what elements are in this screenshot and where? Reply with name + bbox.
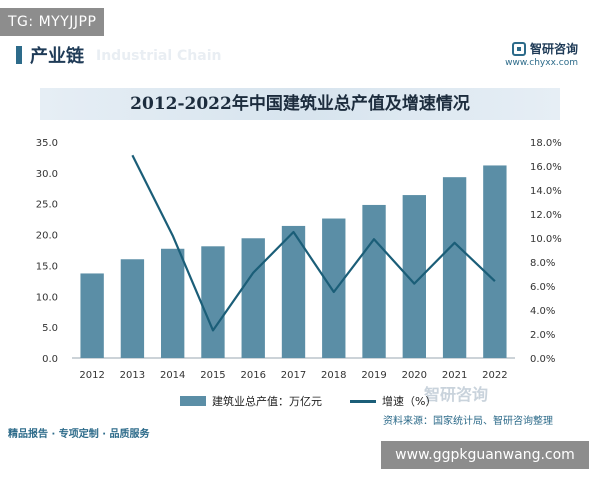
bar-2021 — [442, 177, 467, 358]
x-tick-label: 2021 — [442, 370, 467, 381]
bar-2022 — [483, 165, 507, 358]
section-bar — [16, 46, 22, 64]
bar-2014 — [161, 248, 185, 358]
y-left-tick-label: 20.0 — [36, 231, 58, 242]
x-tick-label: 2012 — [79, 370, 104, 381]
y-left-tick-label: 5.0 — [42, 323, 58, 334]
legend-line-label: 增速（%） — [382, 395, 437, 408]
growth-rate-line — [131, 154, 496, 332]
bar-2019 — [362, 204, 386, 358]
legend-bar-swatch — [180, 396, 206, 406]
y-right-tick-label: 6.0% — [530, 282, 555, 293]
x-tick-label: 2013 — [120, 370, 145, 381]
bar-2018 — [322, 218, 346, 358]
legend-line-swatch — [350, 399, 376, 403]
y-right-tick-label: 8.0% — [530, 258, 555, 269]
bar-2013 — [120, 259, 145, 358]
y-right-tick-label: 14.0% — [530, 186, 562, 197]
section-title: 产业链 — [30, 46, 84, 67]
brand-mark-icon — [511, 41, 526, 56]
legend: 建筑业总产值：万亿元 增速（%） — [180, 393, 436, 409]
y-left-tick-label: 0.0 — [42, 354, 58, 365]
section-watermark: Industrial Chain — [96, 48, 222, 64]
bar-2020 — [402, 195, 426, 358]
x-tick-label: 2015 — [200, 370, 225, 381]
x-tick-label: 2019 — [361, 370, 386, 381]
y-left-tick-label: 10.0 — [36, 292, 58, 303]
bar-2016 — [241, 238, 265, 358]
brand-url: www.chyxx.com — [505, 58, 578, 68]
footer-tagline: 精品报告 · 专项定制 · 品质服务 — [8, 429, 150, 440]
y-right-tick-label: 4.0% — [530, 306, 555, 317]
x-tick-label: 2017 — [281, 370, 306, 381]
x-tick-label: 2018 — [321, 370, 346, 381]
legend-bar-label: 建筑业总产值：万亿元 — [212, 395, 322, 408]
y-right-tick-label: 0.0% — [530, 354, 555, 365]
chart-title: 2012-2022年中国建筑业总产值及增速情况 — [130, 94, 470, 114]
brand-watermark: 智研咨询 — [424, 385, 489, 404]
watermark-site: www.ggpkguanwang.com — [381, 441, 589, 469]
y-right-tick-label: 18.0% — [530, 138, 562, 149]
source-note: 资料来源：国家统计局、智研咨询整理 — [383, 416, 553, 427]
y-left-tick-label: 35.0 — [36, 138, 58, 149]
y-right-tick-label: 2.0% — [530, 330, 555, 341]
y-right-tick-label: 16.0% — [530, 162, 562, 173]
x-tick-label: 2020 — [402, 370, 427, 381]
bar-2017 — [281, 225, 306, 358]
x-tick-label: 2014 — [160, 370, 185, 381]
bar-2015 — [201, 246, 225, 358]
bar-2012 — [80, 273, 104, 358]
y-right-tick-label: 10.0% — [530, 234, 562, 245]
y-left-tick-label: 30.0 — [36, 169, 58, 180]
brand-name: 智研咨询 — [529, 42, 578, 56]
x-tick-label: 2022 — [482, 370, 507, 381]
title-band — [40, 88, 560, 120]
x-tick-label: 2016 — [241, 370, 266, 381]
brand-logo: 智研咨询 www.chyxx.com — [505, 40, 578, 68]
watermark-tg: TG: MYYJJPP — [0, 8, 104, 36]
y-right-tick-label: 12.0% — [530, 210, 562, 221]
section-header: 产业链 — [16, 42, 84, 68]
y-left-tick-label: 25.0 — [36, 200, 58, 211]
y-left-tick-label: 15.0 — [36, 261, 58, 272]
